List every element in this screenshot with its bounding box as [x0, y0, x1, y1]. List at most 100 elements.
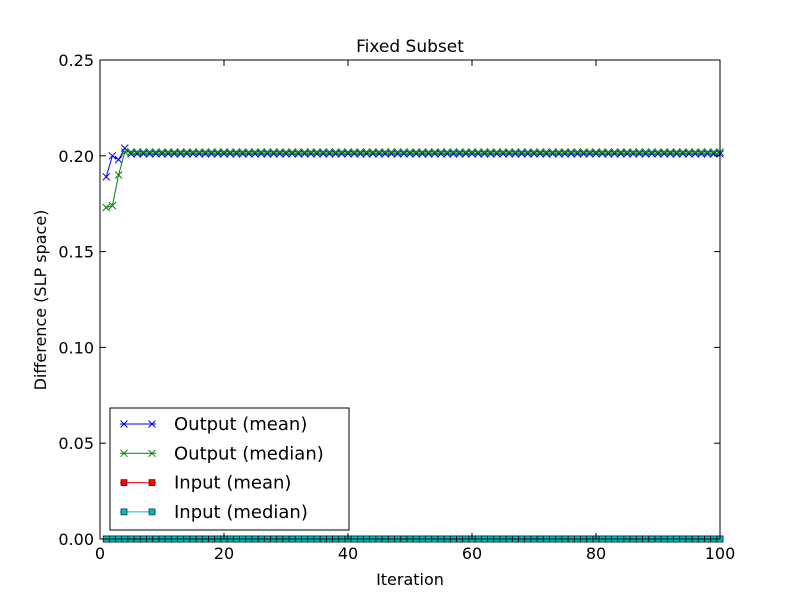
data-point	[257, 148, 266, 156]
legend-entry: Input (mean)	[120, 473, 291, 494]
legend: Output (mean) Output (median) Input (mean)…	[109, 407, 350, 531]
data-point	[629, 148, 638, 156]
data-point	[114, 155, 123, 164]
data-point	[269, 148, 278, 156]
x-tick-label: 100	[705, 544, 736, 563]
data-point	[226, 148, 235, 156]
data-point	[158, 148, 166, 156]
legend-entry: Output (median)	[120, 443, 324, 464]
x-tick-label: 60	[462, 544, 482, 563]
data-point	[610, 148, 619, 156]
data-point	[393, 148, 402, 156]
data-point	[263, 148, 272, 156]
y-tick-label: 0.00	[58, 530, 94, 549]
data-point	[238, 148, 247, 156]
data-point	[213, 148, 222, 156]
data-point	[108, 201, 117, 210]
data-point	[430, 148, 439, 156]
series-line	[106, 151, 720, 209]
legend-label: Input (mean)	[174, 473, 291, 494]
data-point	[511, 148, 520, 156]
data-point	[678, 148, 687, 156]
data-point	[592, 148, 600, 156]
data-point	[325, 148, 334, 156]
data-point	[573, 148, 582, 156]
data-point	[616, 148, 625, 156]
data-point	[344, 148, 352, 156]
x-tick-label: 80	[586, 544, 606, 563]
data-point	[474, 148, 483, 156]
y-tick-label: 0.20	[58, 147, 94, 166]
legend-label: Output (median)	[174, 443, 324, 464]
data-point	[375, 148, 383, 156]
data-point	[108, 151, 117, 160]
data-point	[251, 148, 259, 156]
data-point	[356, 148, 365, 156]
data-point	[585, 148, 594, 156]
data-point	[666, 148, 675, 156]
data-point	[127, 148, 135, 156]
data-point	[381, 148, 390, 156]
data-point	[443, 148, 452, 156]
data-point	[598, 148, 607, 156]
axis-ticks: 0 20 40 60 80 100 0.00 0.05 0.10 0.15 0.20 0.25	[58, 51, 735, 563]
data-point	[133, 148, 142, 156]
legend-marker	[148, 508, 156, 516]
data-point	[114, 171, 123, 179]
data-point	[567, 148, 576, 156]
legend-marker	[148, 449, 156, 458]
data-point	[220, 148, 228, 156]
data-point	[182, 148, 191, 156]
data-point	[195, 148, 204, 156]
data-point	[282, 148, 290, 156]
data-point	[505, 148, 514, 156]
data-point	[517, 148, 526, 156]
legend-marker	[120, 449, 128, 458]
data-point	[623, 148, 631, 156]
y-tick-label: 0.15	[58, 243, 94, 262]
data-point	[635, 148, 644, 156]
y-axis-label: Difference (SLP space)	[31, 210, 50, 391]
data-point	[406, 148, 414, 156]
data-point	[486, 148, 495, 156]
data-point	[176, 148, 185, 156]
data-point	[418, 148, 427, 156]
series-output-median	[102, 148, 724, 212]
data-point	[672, 148, 681, 156]
data-point	[437, 148, 445, 156]
x-axis-label: Iteration	[376, 570, 444, 589]
legend-entry: Input (median)	[120, 502, 308, 523]
data-point	[139, 148, 148, 156]
x-tick-label: 20	[214, 544, 234, 563]
data-point	[647, 148, 656, 156]
data-point	[362, 148, 371, 156]
x-tick-label: 40	[338, 544, 358, 563]
legend-marker	[120, 508, 128, 516]
data-point	[697, 148, 706, 156]
data-point	[319, 148, 328, 156]
legend-label: Output (mean)	[174, 414, 307, 435]
data-point	[120, 148, 129, 156]
data-point	[654, 148, 662, 156]
data-point	[480, 148, 489, 156]
data-point	[604, 148, 613, 156]
data-point	[536, 148, 545, 156]
data-point	[703, 148, 712, 156]
data-point	[313, 148, 321, 156]
data-point	[548, 148, 557, 156]
data-point	[424, 148, 433, 156]
data-point	[530, 148, 538, 156]
data-point	[368, 148, 377, 156]
data-point	[691, 148, 700, 156]
data-point	[201, 148, 210, 156]
data-point	[660, 148, 669, 156]
data-point	[164, 148, 173, 156]
y-tick-label: 0.25	[58, 51, 94, 70]
data-point	[151, 148, 160, 156]
series-line	[105, 147, 720, 178]
data-point	[244, 148, 253, 156]
legend-label: Input (median)	[174, 502, 308, 523]
data-point	[399, 148, 408, 156]
data-point	[294, 148, 303, 156]
